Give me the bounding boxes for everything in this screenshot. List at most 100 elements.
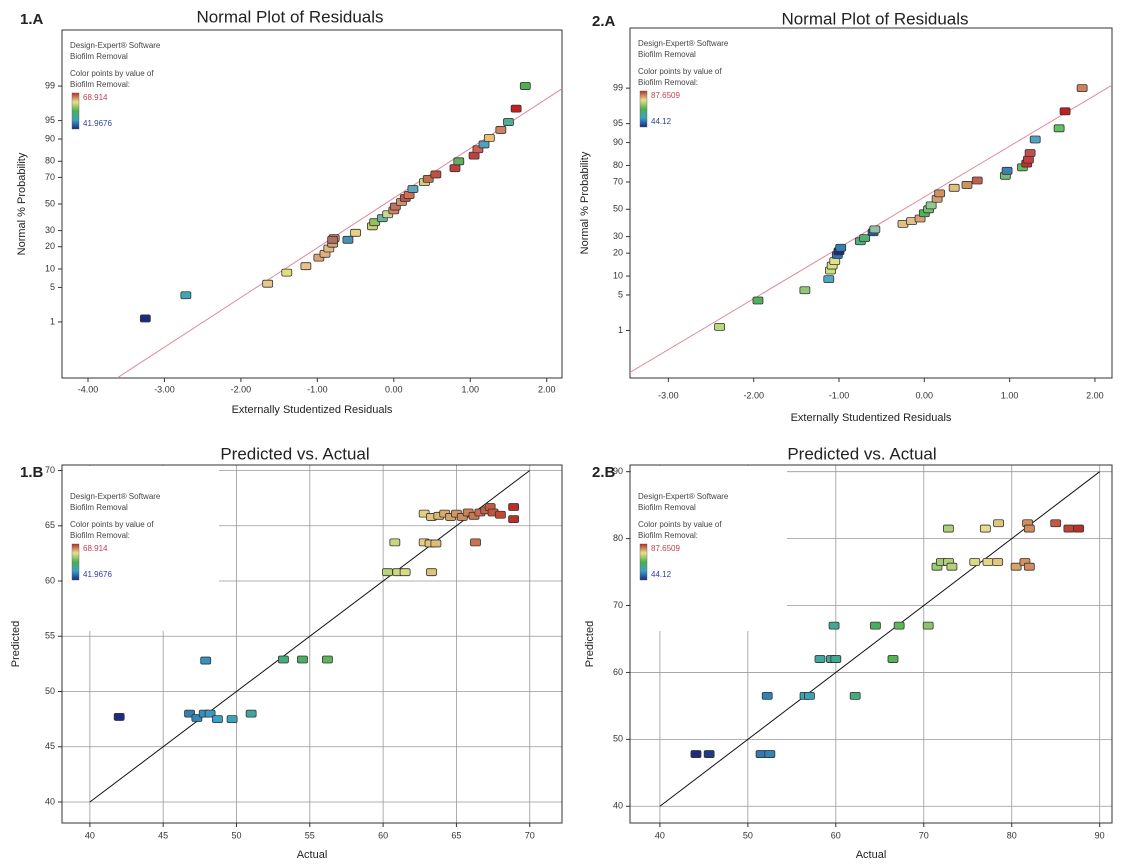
panel: 1.A Normal Plot of Residuals -4.00 -3.00 -2.… (16, 7, 563, 416)
x-axis-title: Actual (297, 849, 328, 861)
x-tick-label: 40 (85, 830, 95, 840)
x-tick-label: 50 (743, 830, 753, 840)
data-point (495, 510, 506, 519)
data-point (478, 140, 490, 149)
data-point (948, 183, 960, 192)
plot-frame (61, 29, 563, 379)
x-tick-label: 1.00 (461, 384, 479, 394)
legend-min: 41.9676 (83, 570, 112, 579)
panel-label: 2.A (592, 13, 616, 30)
panel-label: 2.B (592, 464, 616, 481)
data-point (297, 655, 308, 664)
panel-label: 1.A (20, 11, 44, 28)
data-point (752, 296, 764, 305)
legend-background (631, 466, 787, 631)
plot-frame (629, 27, 1113, 379)
data-point (139, 314, 151, 323)
y-axis-title: Normal % Probability (16, 152, 28, 255)
x-tick-label: 40 (655, 830, 665, 840)
legend-line: Design-Expert® Software (638, 492, 729, 501)
data-point (992, 558, 1004, 566)
data-point (426, 568, 437, 577)
data-point (823, 275, 835, 284)
data-point (799, 286, 811, 295)
data-point (761, 691, 773, 700)
panel: 2.A Normal Plot of Residuals -3.00 -2.00 -1.… (579, 9, 1113, 424)
data-point (1073, 524, 1084, 533)
legend-line: Biofilm Removal: (638, 78, 698, 87)
y-tick-label: 55 (45, 631, 55, 641)
y-axis-title: Predicted (584, 621, 596, 667)
data-point (495, 126, 507, 134)
x-tick-label: 50 (231, 830, 241, 840)
y-tick-label: 90 (45, 133, 55, 143)
data-point (389, 538, 401, 547)
data-point (212, 715, 223, 724)
color-scale (639, 543, 648, 581)
data-point (200, 656, 212, 665)
data-point (350, 228, 361, 237)
legend-line: Color points by value of (70, 69, 154, 78)
data-point (993, 519, 1004, 528)
data-point (943, 524, 954, 533)
data-point (503, 118, 514, 126)
legend-max: 87.6509 (651, 544, 680, 553)
data-point (1063, 524, 1075, 533)
data-point (714, 322, 725, 331)
y-tick-label: 20 (613, 248, 623, 258)
data-point (1053, 124, 1065, 133)
legend-line: Biofilm Removal: (70, 80, 130, 89)
y-tick-label: 70 (613, 600, 623, 610)
data-point (946, 562, 958, 571)
legend-max: 68.914 (83, 544, 108, 553)
y-tick-label: 65 (45, 520, 55, 530)
legend-line: Biofilm Removal (70, 52, 128, 61)
data-point (1023, 562, 1035, 571)
data-point (281, 268, 293, 277)
y-tick-label: 30 (45, 225, 55, 235)
data-point (830, 655, 842, 663)
legend-line: Biofilm Removal (638, 50, 696, 59)
y-tick-label: 50 (613, 204, 623, 214)
legend-line: Design-Expert® Software (638, 39, 729, 48)
y-tick-label: 5 (618, 289, 623, 299)
y-tick-label: 10 (613, 270, 623, 280)
y-tick-label: 10 (45, 263, 55, 273)
data-point (835, 243, 847, 252)
y-tick-label: 40 (45, 796, 55, 806)
chart-title: Predicted vs. Actual (220, 444, 369, 463)
legend-line: Design-Expert® Software (70, 41, 161, 50)
panel: 1.B Predicted vs. Actual 40 45 50 55 60 65 70 40 4… (10, 444, 563, 861)
color-scale (639, 90, 648, 128)
data-point (510, 104, 522, 113)
y-axis-title: Normal % Probability (579, 151, 591, 254)
y-tick-label: 99 (45, 80, 55, 90)
legend-line: Color points by value of (70, 520, 154, 529)
plot-frame (61, 464, 563, 824)
data-point (508, 515, 520, 524)
x-axis-title: Externally Studentized Residuals (232, 404, 393, 416)
data-point (969, 558, 981, 566)
y-tick-label: 40 (613, 801, 623, 811)
x-tick-label: -1.00 (829, 390, 850, 400)
data-point (1001, 166, 1013, 175)
legend-max: 87.6509 (651, 91, 680, 100)
data-point (925, 201, 937, 210)
data-point (1023, 524, 1035, 533)
x-tick-label: 60 (378, 830, 388, 840)
data-point (971, 176, 983, 185)
x-tick-label: 90 (1095, 830, 1105, 840)
data-point (300, 262, 312, 271)
x-tick-label: -2.00 (743, 390, 764, 400)
data-point (1029, 135, 1041, 144)
data-point (327, 235, 339, 244)
x-axis-title: Externally Studentized Residuals (791, 412, 952, 424)
y-tick-label: 5 (50, 282, 55, 292)
data-point (407, 185, 419, 193)
data-point (519, 82, 531, 90)
data-point (483, 133, 495, 142)
data-point (449, 164, 461, 173)
data-point (245, 709, 257, 718)
